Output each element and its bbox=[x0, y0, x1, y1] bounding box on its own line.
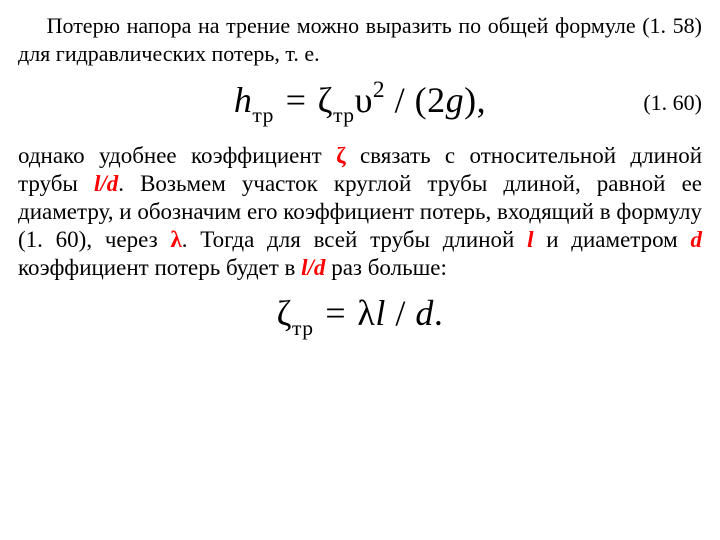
eq2-l: l bbox=[375, 293, 386, 333]
equation-2-row: ζтр = λl / d. bbox=[18, 292, 702, 339]
main-t1: однако удобнее коэффициент bbox=[18, 143, 336, 168]
eq1-sub-tr: тр bbox=[252, 103, 274, 127]
main-t7: . Тогда для всей трубы длиной bbox=[182, 227, 527, 252]
eq1-zeta-sub: тр bbox=[333, 103, 355, 127]
equation-2: ζтр = λl / d. bbox=[277, 292, 444, 339]
eq2-lambda: λ bbox=[357, 293, 375, 333]
eq2-zeta: ζ bbox=[277, 293, 292, 333]
main-t11: коэффициент потерь будет в bbox=[18, 255, 301, 280]
main-t13: раз больше: bbox=[325, 255, 446, 280]
eq1-slash-open: / (2 bbox=[385, 80, 446, 120]
main-paragraph: однако удобнее коэффициент ζ связать с о… bbox=[18, 142, 702, 282]
equation-1: hтр = ζтрυ2 / (2g), bbox=[234, 79, 486, 126]
zeta-symbol: ζ bbox=[336, 143, 346, 168]
lambda-symbol: λ bbox=[170, 227, 181, 252]
main-t9: и диаметром bbox=[533, 227, 690, 252]
eq1-sup2: 2 bbox=[373, 77, 385, 103]
equation-1-row: hтр = ζтрυ2 / (2g), (1. 60) bbox=[18, 75, 702, 130]
ld-symbol-2: l/d bbox=[301, 255, 325, 280]
intro-paragraph: Потерю напора на трение можно выразить п… bbox=[18, 12, 702, 67]
eq1-upsilon: υ bbox=[355, 80, 373, 120]
equation-1-number: (1. 60) bbox=[643, 90, 702, 116]
eq2-slash: / bbox=[386, 293, 416, 333]
d-symbol: d bbox=[691, 227, 703, 252]
eq1-equals: = bbox=[274, 80, 318, 120]
eq2-d: d bbox=[415, 293, 434, 333]
ld-symbol-1: l/d bbox=[94, 171, 118, 196]
eq1-close: ), bbox=[464, 80, 486, 120]
eq1-g: g bbox=[446, 80, 465, 120]
eq2-dot: . bbox=[434, 293, 444, 333]
eq1-h: h bbox=[234, 80, 253, 120]
eq2-sub-tr: тр bbox=[292, 316, 314, 340]
eq1-zeta: ζ bbox=[318, 80, 333, 120]
eq2-equals: = bbox=[314, 293, 358, 333]
